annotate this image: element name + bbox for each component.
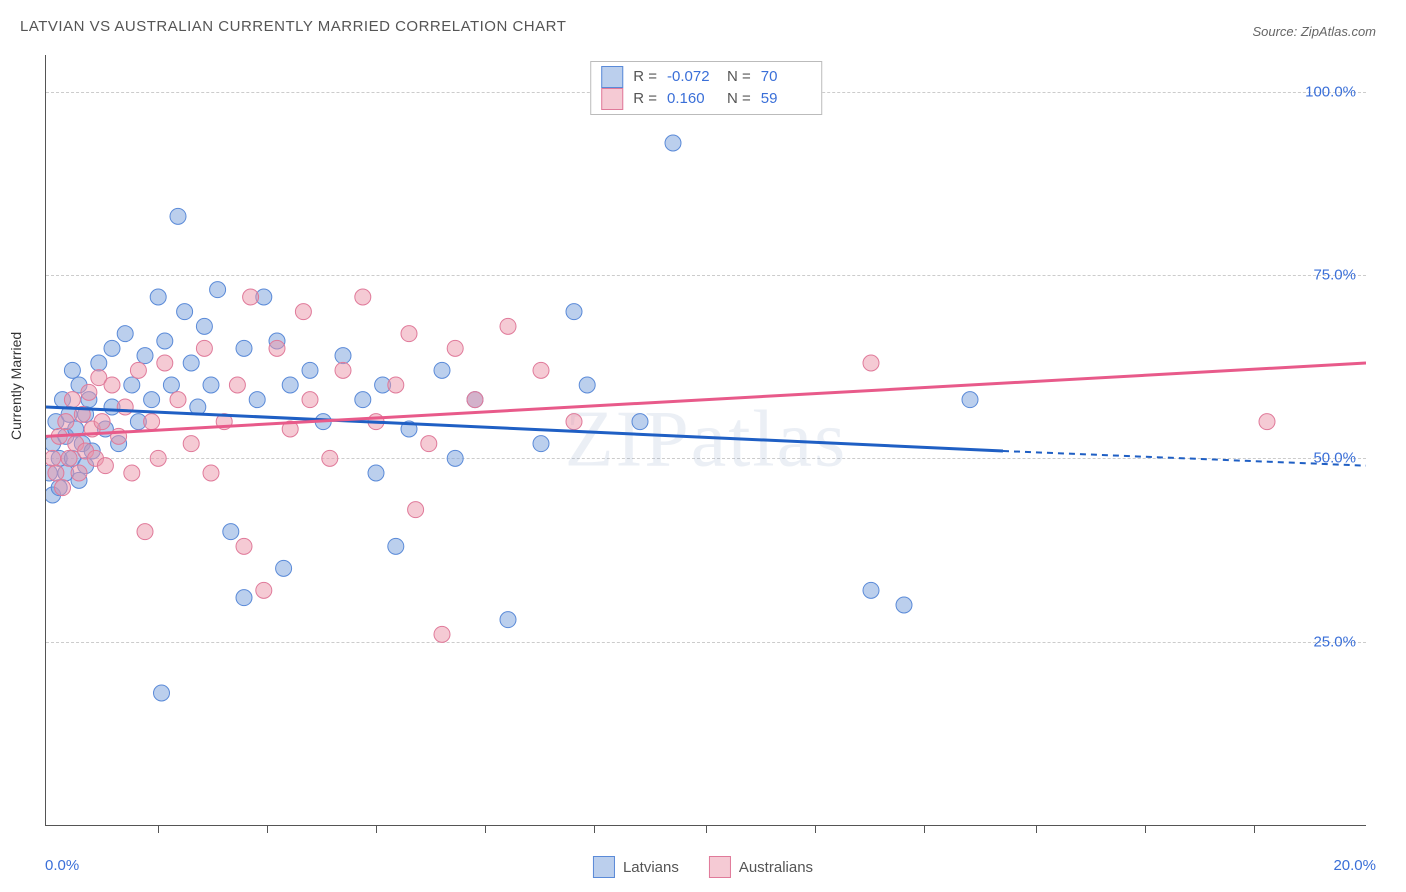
n-label: N = [727,66,751,88]
legend-label: Australians [739,859,813,876]
legend-series: Latvians Australians [593,856,813,878]
x-tick [924,825,925,833]
r-label: R = [633,88,657,110]
x-axis-min-label: 0.0% [45,857,79,874]
legend-row-latvians: R = -0.072 N = 70 [601,66,811,88]
trend-lines [46,55,1366,825]
r-value: -0.072 [667,66,717,88]
x-axis-max-label: 20.0% [1333,857,1376,874]
swatch-blue-icon [593,856,615,878]
swatch-pink-icon [709,856,731,878]
trend-line [46,363,1366,436]
x-tick [706,825,707,833]
x-tick [1145,825,1146,833]
r-value: 0.160 [667,88,717,110]
n-value: 59 [761,88,811,110]
x-tick [1254,825,1255,833]
plot-area: ZIPatlas R = -0.072 N = 70 R = 0.160 N =… [45,55,1366,826]
legend-item-australians: Australians [709,856,813,878]
x-tick [267,825,268,833]
r-label: R = [633,66,657,88]
legend-row-australians: R = 0.160 N = 59 [601,88,811,110]
swatch-blue-icon [601,66,623,88]
y-axis-label: Currently Married [8,332,24,440]
n-label: N = [727,88,751,110]
legend-item-latvians: Latvians [593,856,679,878]
x-tick [1036,825,1037,833]
x-tick [594,825,595,833]
chart-title: LATVIAN VS AUSTRALIAN CURRENTLY MARRIED … [20,18,566,35]
legend-label: Latvians [623,859,679,876]
x-tick [485,825,486,833]
legend-correlation: R = -0.072 N = 70 R = 0.160 N = 59 [590,61,822,115]
source-credit: Source: ZipAtlas.com [1252,24,1376,39]
swatch-pink-icon [601,88,623,110]
trend-line-dashed [1003,451,1366,466]
n-value: 70 [761,66,811,88]
x-tick [815,825,816,833]
x-tick [376,825,377,833]
x-tick [158,825,159,833]
